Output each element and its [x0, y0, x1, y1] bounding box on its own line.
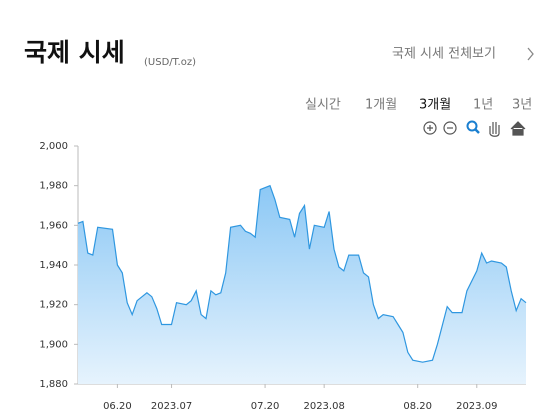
y-tick-label: 1,880 — [39, 379, 68, 390]
tab[interactable]: 1개월 — [365, 98, 397, 113]
tab[interactable]: 3개월 — [419, 98, 451, 113]
x-tick-label: 2023.07 — [151, 401, 192, 412]
y-tick-label: 1,920 — [39, 300, 68, 311]
zoom-in[interactable] — [423, 121, 437, 135]
chevron[interactable] — [527, 47, 534, 61]
x-tick-label: 07.20 — [251, 401, 280, 412]
pan[interactable] — [489, 122, 500, 137]
y-tick-label: 1,960 — [39, 220, 68, 231]
area — [78, 185, 526, 384]
tab[interactable]: 1년 — [473, 98, 493, 113]
x-tick-label: 2023.09 — [456, 401, 497, 412]
line — [77, 184, 527, 363]
plot: 1,880 1,900 1,920 1,940 1,960 1,980 2,000 06.20… — [39, 141, 527, 412]
tab[interactable]: 3년 — [512, 98, 532, 113]
x-tick-label: 06.20 — [103, 401, 132, 412]
y-tick-label: 1,900 — [39, 339, 68, 350]
toolbar — [423, 120, 526, 137]
more-link[interactable]: 국제 시세 전체보기 — [392, 47, 496, 62]
y-tick-label: 1,980 — [39, 181, 68, 192]
home[interactable] — [510, 121, 526, 136]
zoom-out[interactable] — [443, 121, 457, 135]
y-tick-label: 2,000 — [39, 141, 68, 152]
zoom-select[interactable] — [466, 120, 478, 132]
tab[interactable]: 실시간 — [305, 98, 341, 113]
tabs: 실시간 1개월 3개월 1년 3년 — [305, 98, 532, 113]
x-tick-label: 2023.08 — [303, 401, 344, 412]
x-tick-label: 08.20 — [403, 401, 432, 412]
unit: (USD/T.oz) — [144, 57, 196, 68]
title: 국제 시세 — [24, 38, 125, 67]
y-tick-label: 1,940 — [39, 260, 68, 271]
